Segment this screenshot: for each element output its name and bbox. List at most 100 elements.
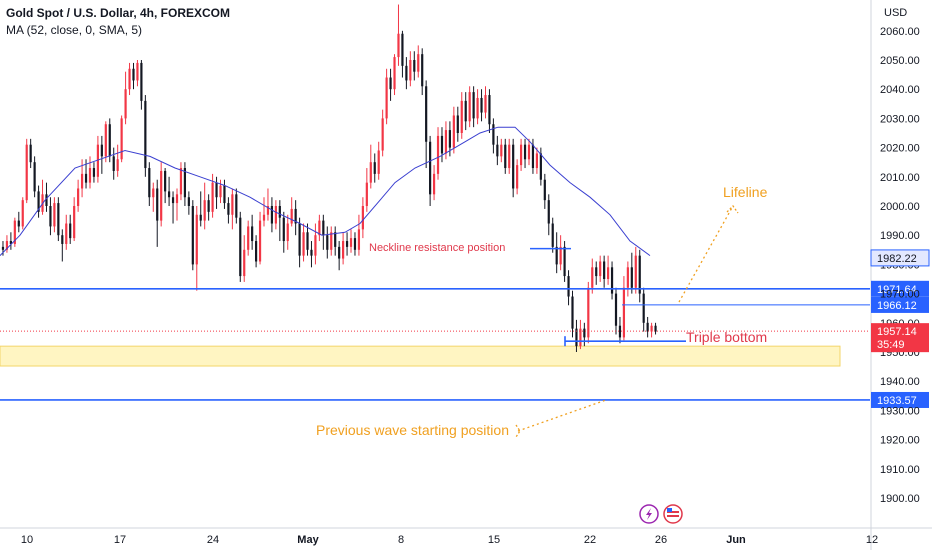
candle-body <box>160 170 163 221</box>
y-tick-label: 1930.00 <box>880 405 920 417</box>
candle-body <box>516 165 519 189</box>
y-tick-label: 1940.00 <box>880 376 920 388</box>
candle-body <box>377 150 380 174</box>
candle-body <box>152 188 155 198</box>
candle-body <box>298 223 301 256</box>
candle-body <box>53 203 56 227</box>
candle-body <box>559 246 562 265</box>
candle-body <box>393 57 396 90</box>
candle-body <box>654 325 657 332</box>
candle-body <box>531 144 535 169</box>
candle-body <box>472 92 475 119</box>
candle-body <box>25 144 28 201</box>
candle-body <box>614 293 618 326</box>
candle-body <box>555 246 558 265</box>
candle-body <box>488 95 491 125</box>
x-tick-label: 10 <box>21 534 33 546</box>
candle-body <box>171 197 175 204</box>
previous-wave-arrow <box>517 399 607 432</box>
candle-body <box>409 60 412 81</box>
lifeline-arrow <box>678 205 734 303</box>
candle-body <box>468 92 471 122</box>
candle-body <box>630 267 633 288</box>
candle-body <box>448 130 451 148</box>
candle-body <box>338 246 341 259</box>
candle-body <box>227 203 230 215</box>
current-price-badge <box>871 323 929 353</box>
candle-body <box>207 200 210 212</box>
candle-body <box>21 200 24 227</box>
candle-body <box>365 182 368 206</box>
flash-event-icon[interactable] <box>639 504 659 524</box>
candle-body <box>306 232 309 250</box>
candle-body <box>603 261 606 279</box>
y-tick-label: 2060.00 <box>880 26 920 38</box>
candle-body <box>432 173 436 195</box>
candle-body <box>49 206 52 227</box>
candle-body <box>195 214 198 265</box>
candle-body <box>1 246 5 250</box>
horizontal-levels: 1971.64 1933.57 1966.12 <box>0 280 929 408</box>
y-tick-label: 1990.00 <box>880 230 920 242</box>
flag-canton <box>667 508 672 512</box>
x-tick-label: Jun <box>726 534 746 546</box>
candle-body <box>215 182 218 198</box>
candle-body <box>254 241 258 262</box>
support-zone <box>0 345 841 367</box>
lifeline-arrowhead <box>726 204 739 214</box>
candle-body <box>622 287 626 338</box>
candle-body <box>591 267 594 288</box>
candle-body <box>61 235 64 244</box>
candle-body <box>405 65 408 81</box>
candle-body <box>302 232 305 256</box>
event-icons[interactable] <box>639 504 683 524</box>
x-tick-label: 8 <box>398 534 404 546</box>
candle-body <box>500 144 503 157</box>
candle-body <box>5 241 9 250</box>
us-economic-event-icon[interactable] <box>663 504 683 524</box>
candle-body <box>460 100 463 133</box>
x-tick-label: 15 <box>488 534 500 546</box>
candle-body <box>456 115 459 133</box>
candle-body <box>345 241 349 247</box>
candle-body <box>353 238 357 250</box>
candle-body <box>638 255 641 294</box>
candle-body <box>140 62 143 101</box>
candle-body <box>373 162 376 174</box>
candle-body <box>535 153 539 169</box>
indicator-legend[interactable]: MA (52, close, 0, SMA, 5) <box>6 23 143 37</box>
candle-body <box>421 54 424 87</box>
candle-body <box>112 156 115 171</box>
candle-body <box>342 241 345 259</box>
candle-body <box>452 115 455 148</box>
current-price-label: 1957.14 <box>877 326 917 338</box>
x-tick-label: 26 <box>655 534 667 546</box>
candle-body <box>65 223 68 244</box>
time-axis[interactable]: 10 17 24 May 8 15 22 26 Jun 12 <box>21 534 878 546</box>
lightning-icon <box>646 508 652 520</box>
candle-body <box>519 144 523 166</box>
y-tick-label: 2050.00 <box>880 55 920 67</box>
candle-body <box>191 206 194 265</box>
candle-body <box>183 168 187 198</box>
candle-body <box>286 223 289 242</box>
price-badge <box>870 249 930 267</box>
candle-body <box>634 255 637 288</box>
x-tick-label: 12 <box>866 534 878 546</box>
candle-body <box>322 220 325 236</box>
candle-body <box>294 208 297 224</box>
x-tick-label: 24 <box>207 534 219 546</box>
candle-body <box>436 135 440 174</box>
candle-body <box>330 232 333 250</box>
candle-body <box>523 144 527 160</box>
flag-stripe <box>667 511 679 513</box>
candle-body <box>156 188 159 221</box>
candle-body <box>599 261 602 277</box>
previous-wave-annotation: Previous wave starting position <box>316 422 509 438</box>
candle-body <box>124 89 127 119</box>
candle-body <box>543 179 546 201</box>
candle-body <box>223 185 226 204</box>
